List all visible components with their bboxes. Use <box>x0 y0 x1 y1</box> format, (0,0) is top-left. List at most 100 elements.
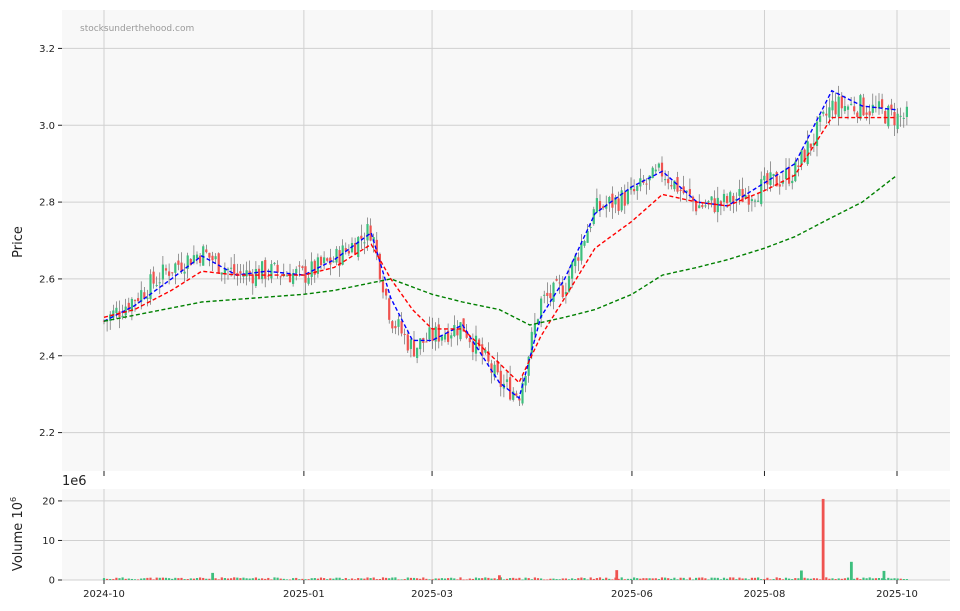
candle-up <box>335 248 338 263</box>
candle-down <box>732 195 735 204</box>
candle-up <box>620 190 623 211</box>
volume-bar <box>304 579 307 580</box>
volume-bar <box>403 579 406 580</box>
candle-up <box>794 161 797 182</box>
price-y-tick-label: 3.2 <box>39 44 55 55</box>
candle-down <box>797 165 800 168</box>
candle-down <box>695 202 698 212</box>
candle-up <box>223 268 226 274</box>
volume-bar <box>239 578 242 580</box>
candle-up <box>323 257 326 264</box>
price-axis-title: Price <box>11 226 26 258</box>
candle-down <box>515 393 518 396</box>
volume-bar <box>406 577 409 580</box>
candle-down <box>713 198 716 213</box>
candle-up <box>146 297 149 299</box>
candle-up <box>357 237 360 257</box>
volume-bar <box>509 578 512 580</box>
candle-down <box>354 243 357 254</box>
volume-bar <box>564 578 567 580</box>
candle-up <box>896 113 899 130</box>
candle-up <box>484 349 487 353</box>
volume-bar <box>484 577 487 580</box>
volume-bar <box>716 577 719 580</box>
volume-bar <box>242 577 245 580</box>
candle-down <box>775 172 778 187</box>
volume-bar <box>828 578 831 580</box>
candle-up <box>543 294 546 296</box>
volume-bar <box>388 578 391 580</box>
candle-down <box>670 185 673 187</box>
volume-bar <box>180 577 183 580</box>
candle-down <box>102 320 106 322</box>
volume-bar <box>106 578 109 580</box>
candle-down <box>403 333 406 335</box>
candle-up <box>316 257 319 274</box>
candle-down <box>313 260 316 275</box>
volume-bar <box>834 579 837 580</box>
volume-bar <box>158 577 161 580</box>
candle-up <box>651 167 654 179</box>
candle-up <box>707 201 710 203</box>
volume-bar <box>778 578 781 580</box>
candle-down <box>168 271 171 276</box>
candle-down <box>326 258 329 261</box>
volume-bar <box>152 579 155 580</box>
volume-bar <box>651 578 654 580</box>
candle-up <box>186 255 189 269</box>
candle-up <box>459 322 462 340</box>
volume-bar <box>670 578 673 580</box>
price-y-tick-label: 2.2 <box>39 428 55 439</box>
volume-bar <box>865 578 868 580</box>
volume-bar <box>363 578 366 580</box>
volume-bar <box>195 578 199 580</box>
volume-bar <box>527 578 530 580</box>
volume-bar <box>738 577 741 580</box>
volume-bar <box>536 578 540 580</box>
price-y-tick-label: 3.0 <box>39 121 55 132</box>
ma-line-ma50 <box>103 116 897 384</box>
volume-bar <box>704 578 707 580</box>
volume-bar <box>732 577 735 580</box>
candle-down <box>623 191 626 206</box>
volume-bar <box>338 577 341 580</box>
volume-bar <box>657 579 660 580</box>
volume-bar <box>757 577 760 580</box>
volume-bar <box>571 578 574 580</box>
volume-bar <box>261 578 264 580</box>
volume-bar <box>809 578 812 580</box>
volume-bar <box>316 578 319 580</box>
volume-bar <box>775 577 778 580</box>
volume-bar <box>819 579 822 580</box>
volume-bar-spike <box>882 570 886 580</box>
candle-up <box>332 261 335 263</box>
candle-down <box>602 206 605 209</box>
volume-bar <box>183 579 186 580</box>
candle-up <box>744 195 747 199</box>
ma-line-ma200 <box>103 174 898 326</box>
candle-down <box>868 111 871 116</box>
volume-bar <box>400 579 403 581</box>
candle-down <box>462 318 465 332</box>
candle-up <box>843 106 846 112</box>
volume-bar <box>490 578 493 580</box>
volume-bar <box>794 578 797 580</box>
volume-bar <box>431 579 434 580</box>
volume-bar <box>682 577 685 580</box>
candle-up <box>124 306 127 316</box>
candle-up <box>366 224 369 241</box>
candle-up <box>183 271 186 274</box>
candle-down <box>691 196 695 202</box>
volume-bar <box>685 579 688 581</box>
volume-bar <box>381 577 385 580</box>
volume-x-tick-label: 2025-08 <box>744 589 786 600</box>
candle-up <box>419 338 422 350</box>
volume-bar-spike <box>498 575 501 580</box>
volume-bar <box>189 578 192 580</box>
candle-down <box>279 276 282 278</box>
volume-bar <box>496 579 499 580</box>
volume-bar <box>633 577 636 580</box>
volume-bar <box>530 579 533 580</box>
volume-bar <box>366 577 369 580</box>
